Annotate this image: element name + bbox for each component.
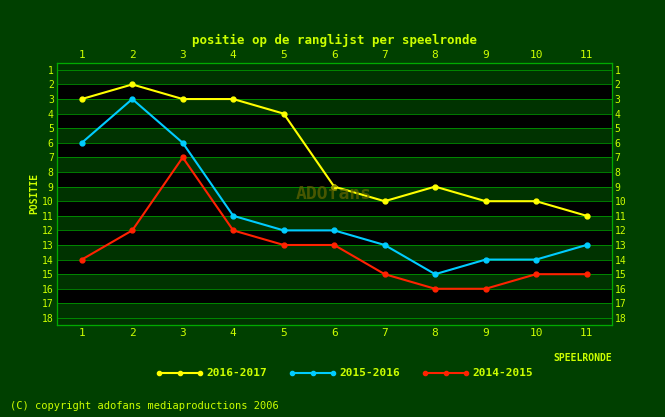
Bar [57, 231, 612, 245]
Text: (C) copyright adofans mediaproductions 2006: (C) copyright adofans mediaproductions 2… [10, 401, 279, 411]
Bar [57, 99, 612, 114]
Bar [57, 143, 612, 158]
Bar [57, 85, 612, 99]
Bar [57, 158, 612, 172]
Bar [57, 70, 612, 85]
Bar [57, 304, 612, 318]
Bar [57, 259, 612, 274]
Bar [57, 201, 612, 216]
Text: 2015-2016: 2015-2016 [339, 368, 400, 378]
Bar [57, 274, 612, 289]
Bar [57, 187, 612, 201]
Text: ADOfans: ADOfans [296, 185, 372, 203]
Bar [57, 245, 612, 260]
Text: SPEELRONDE: SPEELRONDE [553, 353, 612, 363]
Bar [57, 289, 612, 304]
Title: positie op de ranglijst per speelronde: positie op de ranglijst per speelronde [192, 34, 477, 47]
Bar [57, 114, 612, 128]
Bar [57, 172, 612, 187]
Y-axis label: POSITIE: POSITIE [29, 173, 39, 214]
Bar [57, 216, 612, 231]
Text: 2016-2017: 2016-2017 [206, 368, 267, 378]
Bar [57, 128, 612, 143]
Text: 2014-2015: 2014-2015 [472, 368, 533, 378]
